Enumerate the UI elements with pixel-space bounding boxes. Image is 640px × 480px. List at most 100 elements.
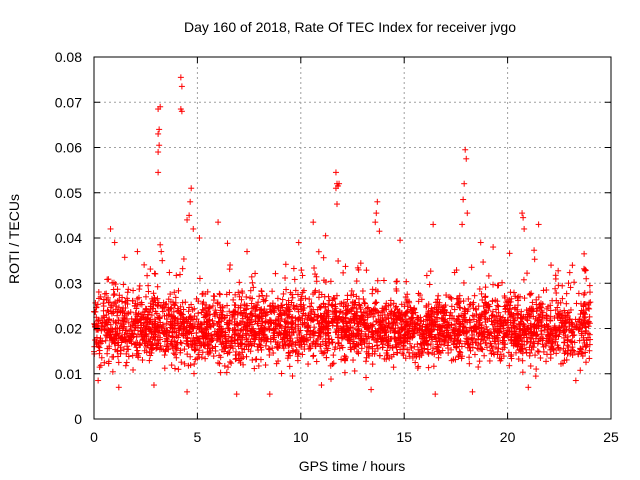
data-point-marker — [280, 290, 287, 297]
data-point-marker — [175, 287, 182, 294]
data-point-marker — [331, 295, 338, 302]
data-point-marker — [157, 241, 164, 248]
data-point-marker — [460, 329, 467, 336]
data-point-marker — [150, 290, 157, 297]
data-point-marker — [224, 312, 231, 319]
data-point-marker — [206, 349, 213, 356]
data-point-marker — [539, 335, 546, 342]
data-point-marker — [248, 273, 255, 280]
data-point-marker — [587, 289, 594, 296]
data-point-marker — [238, 319, 245, 326]
data-point-marker — [168, 341, 175, 348]
data-point-marker — [448, 321, 455, 328]
data-point-marker — [236, 279, 243, 286]
data-point-marker — [210, 353, 217, 360]
data-point-marker — [214, 335, 221, 342]
data-point-marker — [101, 290, 108, 297]
data-point-marker — [447, 309, 454, 316]
data-point-marker — [428, 321, 435, 328]
data-point-marker — [583, 359, 590, 366]
data-point-marker — [151, 316, 158, 323]
data-point-marker — [487, 347, 494, 354]
data-point-marker — [570, 326, 577, 333]
data-point-marker — [297, 303, 304, 310]
data-point-marker — [515, 321, 522, 328]
data-point-marker — [532, 315, 539, 322]
data-point-marker — [494, 329, 501, 336]
data-point-marker — [233, 391, 240, 398]
data-point-marker — [321, 349, 328, 356]
data-point-marker — [145, 308, 152, 315]
data-point-marker — [580, 310, 587, 317]
data-point-marker — [441, 340, 448, 347]
data-point-marker — [213, 309, 220, 316]
data-point-marker — [97, 337, 104, 344]
data-point-marker — [500, 353, 507, 360]
data-point-marker — [431, 304, 438, 311]
data-point-marker — [130, 287, 137, 294]
data-point-marker — [201, 342, 208, 349]
data-point-marker — [527, 291, 534, 298]
data-point-marker — [98, 354, 105, 361]
data-point-marker — [102, 337, 109, 344]
data-point-marker — [452, 321, 459, 328]
data-point-marker — [402, 355, 409, 362]
data-point-marker — [428, 326, 435, 333]
data-point-marker — [453, 341, 460, 348]
data-point-marker — [501, 294, 508, 301]
data-point-marker — [169, 313, 176, 320]
data-point-marker — [503, 299, 510, 306]
data-point-marker — [151, 328, 158, 335]
data-point-marker — [547, 313, 554, 320]
data-point-marker — [376, 228, 383, 235]
data-point-marker — [460, 196, 467, 203]
data-point-marker — [461, 180, 468, 187]
data-point-marker — [202, 313, 209, 320]
data-point-marker — [127, 309, 134, 316]
data-point-marker — [273, 360, 280, 367]
data-point-marker — [311, 324, 318, 331]
data-point-marker — [586, 305, 593, 312]
data-point-marker — [469, 331, 476, 338]
data-point-marker — [175, 307, 182, 314]
data-point-marker — [497, 313, 504, 320]
data-point-marker — [226, 318, 233, 325]
data-point-marker — [531, 330, 538, 337]
data-point-marker — [390, 320, 397, 327]
data-point-marker — [482, 294, 489, 301]
data-point-marker — [315, 313, 322, 320]
data-point-marker — [92, 299, 99, 306]
data-point-marker — [270, 327, 277, 334]
data-point-marker — [180, 256, 187, 263]
data-point-marker — [555, 267, 562, 274]
data-point-marker — [418, 346, 425, 353]
data-point-marker — [464, 344, 471, 351]
data-point-marker — [191, 360, 198, 367]
data-point-marker — [465, 341, 472, 348]
data-point-marker — [180, 316, 187, 323]
data-point-marker — [390, 364, 397, 371]
data-point-marker — [148, 312, 155, 319]
data-point-marker — [438, 322, 445, 329]
data-point-marker — [202, 355, 209, 362]
data-point-marker — [288, 343, 295, 350]
data-point-marker — [305, 324, 312, 331]
data-point-marker — [212, 347, 219, 354]
data-point-marker — [582, 314, 589, 321]
y-tick-label: 0.08 — [55, 49, 82, 65]
data-point-marker — [242, 330, 249, 337]
data-point-marker — [564, 347, 571, 354]
data-point-marker — [104, 350, 111, 357]
data-point-marker — [247, 348, 254, 355]
data-point-marker — [274, 295, 281, 302]
data-point-marker — [436, 327, 443, 334]
data-point-marker — [443, 309, 450, 316]
data-point-marker — [353, 278, 360, 285]
data-point-marker — [124, 289, 131, 296]
data-point-marker — [186, 212, 193, 219]
data-point-marker — [342, 315, 349, 322]
data-point-marker — [350, 357, 357, 364]
data-point-marker — [289, 319, 296, 326]
data-point-marker — [290, 347, 297, 354]
data-point-marker — [497, 351, 504, 358]
